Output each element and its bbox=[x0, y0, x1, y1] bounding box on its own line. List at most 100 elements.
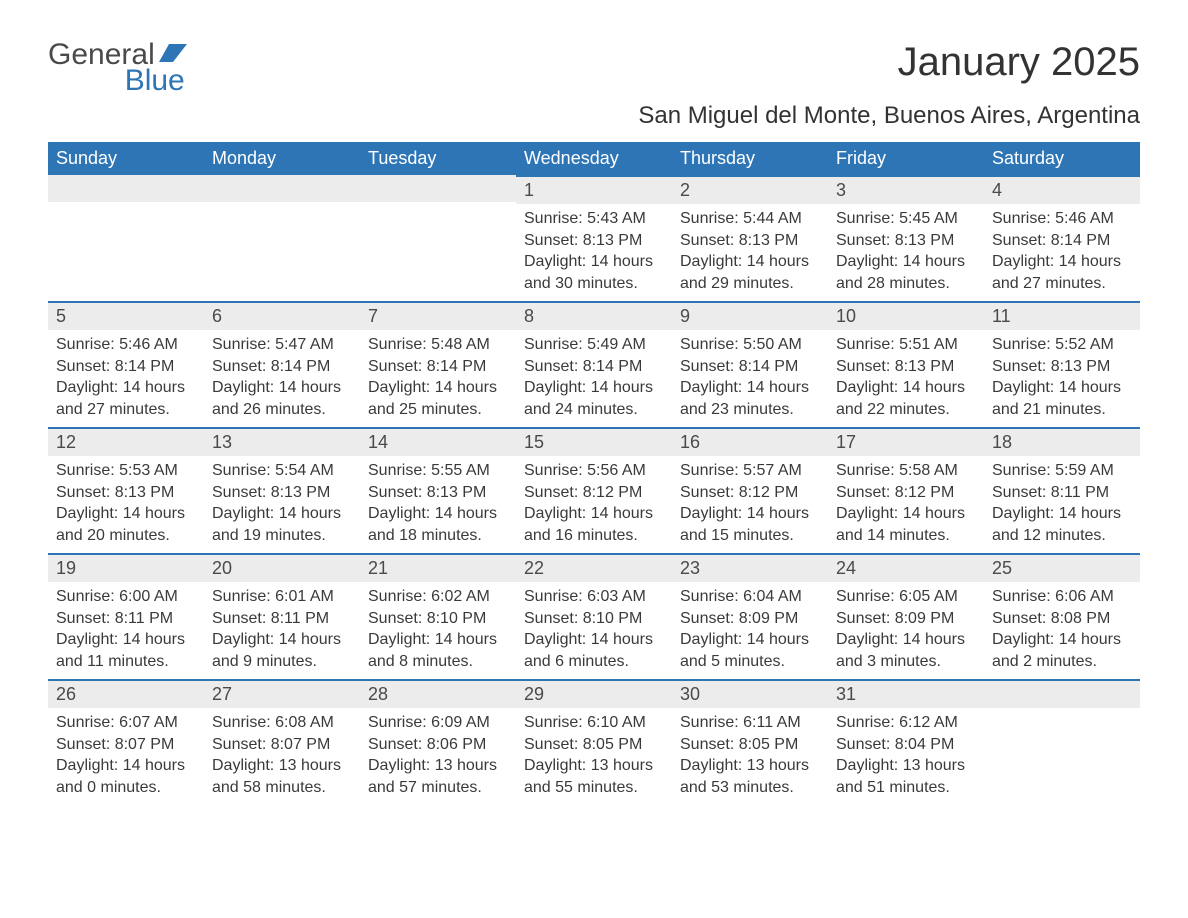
daylight-text: Daylight: 14 hours and 20 minutes. bbox=[56, 503, 196, 546]
day-number: 26 bbox=[48, 679, 204, 708]
sunrise-text: Sunrise: 5:54 AM bbox=[212, 460, 352, 482]
sunrise-text: Sunrise: 5:46 AM bbox=[56, 334, 196, 356]
day-body bbox=[204, 202, 360, 212]
daylight-text: Daylight: 13 hours and 55 minutes. bbox=[524, 755, 664, 798]
calendar-cell: 22Sunrise: 6:03 AMSunset: 8:10 PMDayligh… bbox=[516, 553, 672, 679]
day-number: 21 bbox=[360, 553, 516, 582]
calendar-cell: 10Sunrise: 5:51 AMSunset: 8:13 PMDayligh… bbox=[828, 301, 984, 427]
sunset-text: Sunset: 8:13 PM bbox=[368, 482, 508, 504]
calendar-cell: 6Sunrise: 5:47 AMSunset: 8:14 PMDaylight… bbox=[204, 301, 360, 427]
sunrise-text: Sunrise: 6:01 AM bbox=[212, 586, 352, 608]
sunset-text: Sunset: 8:13 PM bbox=[212, 482, 352, 504]
day-body: Sunrise: 5:45 AMSunset: 8:13 PMDaylight:… bbox=[828, 204, 984, 300]
sunset-text: Sunset: 8:13 PM bbox=[992, 356, 1132, 378]
sunrise-text: Sunrise: 6:10 AM bbox=[524, 712, 664, 734]
sunset-text: Sunset: 8:11 PM bbox=[56, 608, 196, 630]
sunset-text: Sunset: 8:14 PM bbox=[368, 356, 508, 378]
sunset-text: Sunset: 8:09 PM bbox=[680, 608, 820, 630]
sunrise-text: Sunrise: 6:02 AM bbox=[368, 586, 508, 608]
calendar-cell: 19Sunrise: 6:00 AMSunset: 8:11 PMDayligh… bbox=[48, 553, 204, 679]
daylight-text: Daylight: 14 hours and 27 minutes. bbox=[992, 251, 1132, 294]
calendar-cell: 3Sunrise: 5:45 AMSunset: 8:13 PMDaylight… bbox=[828, 175, 984, 301]
sunrise-text: Sunrise: 6:03 AM bbox=[524, 586, 664, 608]
calendar-cell: 12Sunrise: 5:53 AMSunset: 8:13 PMDayligh… bbox=[48, 427, 204, 553]
day-body: Sunrise: 5:58 AMSunset: 8:12 PMDaylight:… bbox=[828, 456, 984, 552]
sunrise-text: Sunrise: 5:48 AM bbox=[368, 334, 508, 356]
day-body: Sunrise: 5:50 AMSunset: 8:14 PMDaylight:… bbox=[672, 330, 828, 426]
calendar-cell: 25Sunrise: 6:06 AMSunset: 8:08 PMDayligh… bbox=[984, 553, 1140, 679]
day-body: Sunrise: 6:04 AMSunset: 8:09 PMDaylight:… bbox=[672, 582, 828, 678]
day-number bbox=[204, 175, 360, 202]
daylight-text: Daylight: 14 hours and 2 minutes. bbox=[992, 629, 1132, 672]
calendar-cell: 31Sunrise: 6:12 AMSunset: 8:04 PMDayligh… bbox=[828, 679, 984, 805]
day-number: 7 bbox=[360, 301, 516, 330]
daylight-text: Daylight: 14 hours and 30 minutes. bbox=[524, 251, 664, 294]
day-body: Sunrise: 6:12 AMSunset: 8:04 PMDaylight:… bbox=[828, 708, 984, 804]
day-number: 12 bbox=[48, 427, 204, 456]
day-body: Sunrise: 6:01 AMSunset: 8:11 PMDaylight:… bbox=[204, 582, 360, 678]
day-number: 15 bbox=[516, 427, 672, 456]
day-body: Sunrise: 6:09 AMSunset: 8:06 PMDaylight:… bbox=[360, 708, 516, 804]
day-body bbox=[48, 202, 204, 212]
day-number: 30 bbox=[672, 679, 828, 708]
calendar-cell: 27Sunrise: 6:08 AMSunset: 8:07 PMDayligh… bbox=[204, 679, 360, 805]
brand-word2: Blue bbox=[48, 66, 187, 96]
day-number: 9 bbox=[672, 301, 828, 330]
sunrise-text: Sunrise: 6:12 AM bbox=[836, 712, 976, 734]
day-body: Sunrise: 5:46 AMSunset: 8:14 PMDaylight:… bbox=[984, 204, 1140, 300]
day-number: 19 bbox=[48, 553, 204, 582]
day-body: Sunrise: 6:11 AMSunset: 8:05 PMDaylight:… bbox=[672, 708, 828, 804]
calendar-cell: 20Sunrise: 6:01 AMSunset: 8:11 PMDayligh… bbox=[204, 553, 360, 679]
sunrise-text: Sunrise: 5:55 AM bbox=[368, 460, 508, 482]
calendar-cell bbox=[984, 679, 1140, 805]
sunset-text: Sunset: 8:12 PM bbox=[836, 482, 976, 504]
sunset-text: Sunset: 8:09 PM bbox=[836, 608, 976, 630]
day-number: 23 bbox=[672, 553, 828, 582]
day-number: 4 bbox=[984, 175, 1140, 204]
day-number: 20 bbox=[204, 553, 360, 582]
daylight-text: Daylight: 14 hours and 16 minutes. bbox=[524, 503, 664, 546]
weekday-header: Saturday bbox=[984, 142, 1140, 175]
sunrise-text: Sunrise: 6:09 AM bbox=[368, 712, 508, 734]
day-number: 1 bbox=[516, 175, 672, 204]
daylight-text: Daylight: 14 hours and 0 minutes. bbox=[56, 755, 196, 798]
calendar-week: 5Sunrise: 5:46 AMSunset: 8:14 PMDaylight… bbox=[48, 301, 1140, 427]
sunrise-text: Sunrise: 5:52 AM bbox=[992, 334, 1132, 356]
sunset-text: Sunset: 8:13 PM bbox=[836, 356, 976, 378]
calendar-cell: 30Sunrise: 6:11 AMSunset: 8:05 PMDayligh… bbox=[672, 679, 828, 805]
daylight-text: Daylight: 14 hours and 3 minutes. bbox=[836, 629, 976, 672]
brand-logo: General Blue bbox=[48, 40, 187, 96]
sunset-text: Sunset: 8:07 PM bbox=[212, 734, 352, 756]
day-number: 13 bbox=[204, 427, 360, 456]
daylight-text: Daylight: 14 hours and 8 minutes. bbox=[368, 629, 508, 672]
day-body: Sunrise: 5:55 AMSunset: 8:13 PMDaylight:… bbox=[360, 456, 516, 552]
day-body: Sunrise: 6:06 AMSunset: 8:08 PMDaylight:… bbox=[984, 582, 1140, 678]
page-title: January 2025 bbox=[898, 40, 1140, 85]
sunrise-text: Sunrise: 6:11 AM bbox=[680, 712, 820, 734]
day-number: 5 bbox=[48, 301, 204, 330]
sunset-text: Sunset: 8:13 PM bbox=[524, 230, 664, 252]
day-body: Sunrise: 5:59 AMSunset: 8:11 PMDaylight:… bbox=[984, 456, 1140, 552]
day-number: 6 bbox=[204, 301, 360, 330]
daylight-text: Daylight: 14 hours and 15 minutes. bbox=[680, 503, 820, 546]
day-body: Sunrise: 6:02 AMSunset: 8:10 PMDaylight:… bbox=[360, 582, 516, 678]
sunrise-text: Sunrise: 6:06 AM bbox=[992, 586, 1132, 608]
calendar-cell: 7Sunrise: 5:48 AMSunset: 8:14 PMDaylight… bbox=[360, 301, 516, 427]
calendar-cell: 21Sunrise: 6:02 AMSunset: 8:10 PMDayligh… bbox=[360, 553, 516, 679]
day-number: 11 bbox=[984, 301, 1140, 330]
calendar-cell: 23Sunrise: 6:04 AMSunset: 8:09 PMDayligh… bbox=[672, 553, 828, 679]
calendar-cell: 2Sunrise: 5:44 AMSunset: 8:13 PMDaylight… bbox=[672, 175, 828, 301]
sunset-text: Sunset: 8:04 PM bbox=[836, 734, 976, 756]
calendar-cell: 9Sunrise: 5:50 AMSunset: 8:14 PMDaylight… bbox=[672, 301, 828, 427]
calendar-cell: 13Sunrise: 5:54 AMSunset: 8:13 PMDayligh… bbox=[204, 427, 360, 553]
daylight-text: Daylight: 14 hours and 21 minutes. bbox=[992, 377, 1132, 420]
day-body: Sunrise: 5:46 AMSunset: 8:14 PMDaylight:… bbox=[48, 330, 204, 426]
daylight-text: Daylight: 14 hours and 11 minutes. bbox=[56, 629, 196, 672]
daylight-text: Daylight: 14 hours and 18 minutes. bbox=[368, 503, 508, 546]
sunrise-text: Sunrise: 5:51 AM bbox=[836, 334, 976, 356]
sunset-text: Sunset: 8:13 PM bbox=[56, 482, 196, 504]
day-body: Sunrise: 6:07 AMSunset: 8:07 PMDaylight:… bbox=[48, 708, 204, 804]
day-body: Sunrise: 5:57 AMSunset: 8:12 PMDaylight:… bbox=[672, 456, 828, 552]
calendar-cell bbox=[204, 175, 360, 301]
sunset-text: Sunset: 8:12 PM bbox=[524, 482, 664, 504]
